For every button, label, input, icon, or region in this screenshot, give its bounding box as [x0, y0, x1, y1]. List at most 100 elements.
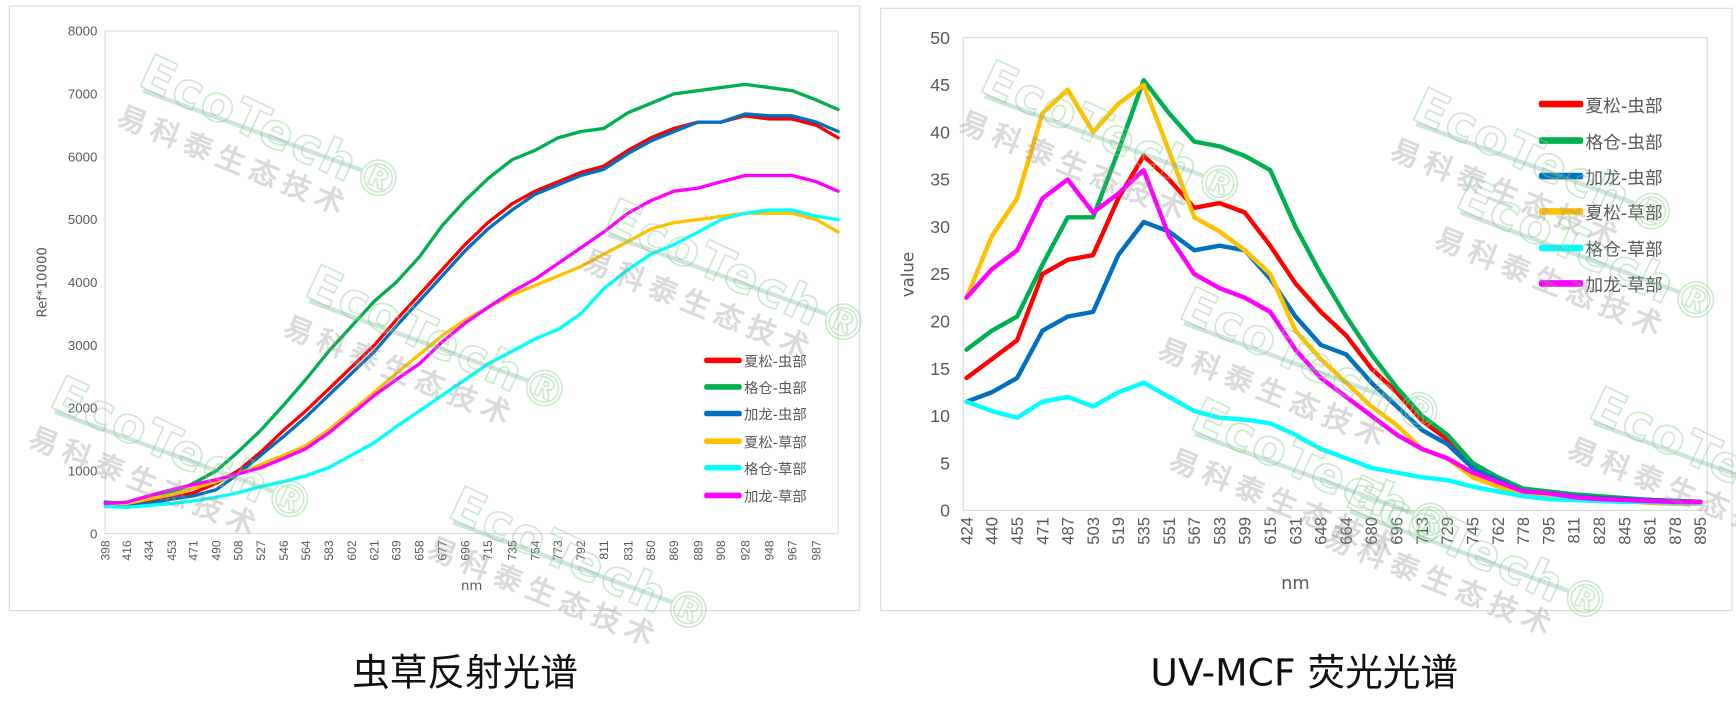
y-tick-label: 25: [930, 264, 950, 284]
y-tick-label: 30: [930, 217, 950, 237]
left-y-axis-title: Ref*10000: [34, 247, 50, 318]
y-tick-label: 2000: [68, 401, 98, 416]
legend-swatch: [704, 384, 742, 390]
y-tick-label: 0: [90, 526, 97, 541]
y-tick-label: 3000: [68, 338, 98, 353]
x-tick-label: 664: [1337, 517, 1356, 545]
legend-label: 夏松-虫部: [743, 353, 807, 371]
legend-swatch: [704, 357, 742, 363]
legend-swatch: [1538, 280, 1584, 287]
series-line: [103, 173, 840, 506]
x-tick-label: 567: [1185, 517, 1204, 545]
y-tick-label: 10: [930, 406, 950, 426]
x-tick-label: 845: [1615, 517, 1634, 545]
legend-item: 加龙-虫部: [1538, 158, 1663, 194]
x-tick-label: 831: [621, 540, 635, 561]
x-tick-label: 850: [644, 540, 658, 561]
series-line: [103, 112, 840, 508]
y-tick-label: 8000: [68, 24, 98, 39]
legend-swatch: [704, 465, 742, 471]
y-tick-label: 45: [930, 75, 950, 95]
x-tick-label: 648: [1312, 517, 1331, 545]
y-tick-label: 40: [930, 122, 950, 142]
y-tick-label: 5000: [68, 212, 98, 227]
y-tick-label: 35: [930, 170, 950, 190]
x-tick-label: 811: [1565, 517, 1584, 543]
legend-label: 加龙-草部: [743, 488, 807, 506]
x-tick-label: 754: [528, 540, 542, 561]
x-tick-label: 471: [1033, 517, 1052, 545]
x-tick-label: 773: [551, 540, 565, 561]
x-tick-label: 869: [667, 540, 681, 561]
x-tick-label: 503: [1084, 517, 1103, 545]
legend-swatch: [704, 411, 742, 417]
left-legend: 夏松-虫部 格仓-虫部 加龙-虫部 夏松-草部 格仓-草部 加龙-草部: [704, 347, 807, 509]
x-tick-label: 889: [691, 540, 705, 561]
x-tick-label: 735: [505, 540, 519, 561]
x-tick-label: 658: [412, 540, 426, 561]
x-tick-label: 416: [120, 540, 134, 561]
legend-item: 夏松-草部: [704, 428, 807, 455]
left-chart-frame: [8, 5, 861, 612]
x-tick-label: 564: [299, 540, 313, 561]
x-tick-label: 762: [1489, 517, 1508, 545]
x-tick-label: 631: [1286, 517, 1305, 545]
y-tick-label: 4000: [68, 275, 98, 290]
x-tick-label: 424: [957, 517, 976, 545]
series-line: [964, 167, 1703, 505]
plot-area: [104, 30, 839, 535]
x-tick-label: 639: [389, 540, 403, 561]
legend-item: 加龙-草部: [704, 482, 807, 509]
x-tick-label: 778: [1514, 517, 1533, 545]
legend-label: 格仓-草部: [1585, 238, 1663, 260]
x-tick-label: 948: [763, 540, 777, 561]
plot-area: [962, 37, 1708, 511]
x-tick-label: 928: [738, 540, 752, 561]
left-x-axis-title: nm: [460, 577, 483, 594]
y-tick-label: 15: [930, 359, 950, 379]
y-tick-label: 0: [940, 501, 950, 521]
y-tick-label: 6000: [68, 149, 98, 164]
series-line: [103, 82, 840, 506]
legend-item: 格仓-虫部: [1538, 122, 1663, 158]
x-tick-label: 795: [1539, 517, 1558, 545]
right-chart: 0 5 10 15 20 25 30 35 40 45 50 424 440 455 471 487 503 51…: [930, 28, 1710, 545]
x-tick-label: 861: [1641, 517, 1660, 545]
x-tick-label: 696: [1388, 517, 1407, 545]
x-tick-label: 621: [368, 540, 382, 561]
x-tick-label: 878: [1666, 517, 1685, 545]
series-line: [964, 380, 1703, 506]
left-chart: 0 1000 2000 3000 4000 5000 6000 7000 8000 398 416 4…: [68, 24, 840, 561]
legend-item: 格仓-草部: [1538, 230, 1663, 266]
y-tick-label: 50: [930, 28, 950, 48]
x-tick-label: 696: [458, 540, 472, 561]
right-caption: UV-MCF 荧光光谱: [1150, 650, 1459, 696]
legend-swatch: [1538, 136, 1584, 144]
x-tick-label: 490: [210, 540, 224, 561]
legend-label: 格仓-草部: [743, 461, 807, 479]
x-tick-label: 895: [1691, 517, 1710, 545]
left-caption: 虫草反射光谱: [352, 650, 578, 696]
legend-label: 夏松-虫部: [1585, 95, 1663, 117]
x-tick-label: 680: [1362, 517, 1381, 545]
y-tick-label: 1000: [68, 463, 98, 478]
x-tick-label: 440: [983, 517, 1002, 545]
legend-swatch: [1538, 208, 1584, 216]
x-tick-label: 519: [1109, 517, 1128, 545]
x-tick-label: 508: [231, 540, 245, 561]
legend-item: 夏松-草部: [1538, 194, 1663, 230]
legend-label: 格仓-虫部: [1585, 131, 1663, 153]
x-tick-label: 745: [1463, 517, 1482, 545]
x-tick-label: 599: [1236, 517, 1255, 545]
legend-item: 加龙-虫部: [704, 401, 807, 428]
legend-label: 加龙-草部: [1585, 274, 1663, 296]
x-tick-label: 811: [597, 540, 611, 560]
legend-label: 格仓-虫部: [743, 380, 807, 398]
legend-item: 格仓-虫部: [704, 374, 807, 401]
x-tick-label: 729: [1438, 517, 1457, 545]
x-tick-label: 551: [1160, 517, 1179, 545]
x-tick-label: 535: [1134, 517, 1153, 545]
x-tick-label: 715: [481, 540, 495, 561]
